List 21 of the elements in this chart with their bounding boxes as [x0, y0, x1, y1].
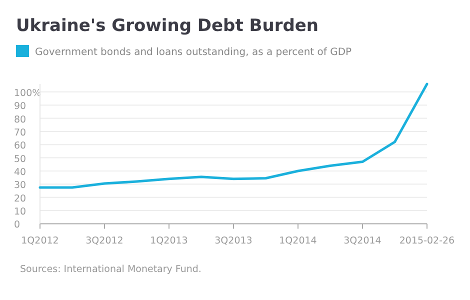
legend-label: Government bonds and loans outstanding, as a percent of GDP [35, 47, 352, 58]
y-tick-label: 100% [14, 88, 42, 99]
y-tick-label: 30 [14, 180, 26, 192]
x-tick-label: 2015-02-26 [399, 236, 455, 247]
chart-title: Ukraine's Growing Debt Burden [16, 16, 319, 36]
y-tick-label: 10 [14, 206, 26, 218]
y-tick-label: 40 [14, 166, 26, 178]
y-tick-label: 70 [14, 127, 26, 138]
y-tick-label: 90 [14, 101, 26, 112]
x-tick-label: 3Q2012 [86, 236, 124, 247]
x-tick-label: 1Q2012 [21, 236, 59, 247]
x-tick-label: 3Q2013 [214, 236, 252, 247]
y-tick-label: 50 [14, 154, 26, 165]
y-tick-label: 60 [14, 140, 26, 152]
y-tick-label: 80 [14, 114, 26, 126]
x-tick-label: 3Q2014 [344, 236, 382, 247]
x-tick-label: 1Q2014 [279, 236, 317, 247]
y-tick-label: 20 [14, 193, 26, 204]
source-note: Sources: International Monetary Fund. [20, 264, 202, 275]
x-tick-label: 1Q2013 [150, 236, 188, 247]
y-tick-label: 0 [14, 220, 20, 231]
